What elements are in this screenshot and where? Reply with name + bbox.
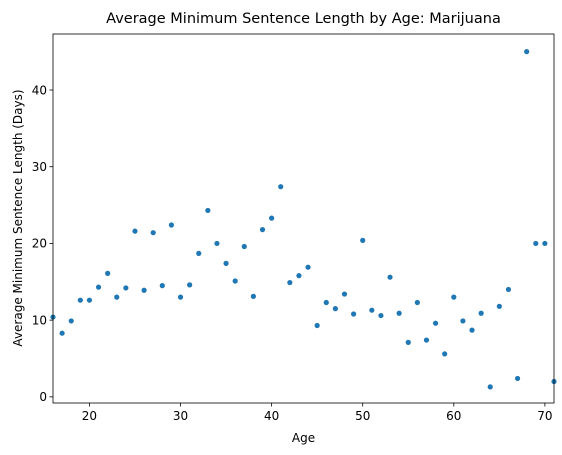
x-tick-label: 40 [264, 409, 279, 423]
data-point [123, 285, 129, 291]
x-tick-label: 60 [446, 409, 461, 423]
data-point [524, 49, 530, 55]
data-point [387, 274, 393, 280]
data-point [95, 284, 102, 290]
data-point [442, 351, 448, 357]
x-axis-label: Age [292, 431, 315, 445]
plot-frame [52, 33, 555, 404]
data-point [478, 310, 484, 316]
x-tick-label: 20 [82, 409, 97, 423]
x-tick-label: 50 [355, 409, 370, 423]
data-point [505, 286, 512, 293]
data-point [86, 297, 93, 303]
data-point [305, 264, 311, 270]
data-point [487, 384, 493, 390]
data-point [68, 318, 74, 324]
y-tick-label: 40 [32, 83, 47, 97]
chart-title: Average Minimum Sentence Length by Age: … [106, 11, 501, 27]
data-point [351, 311, 357, 317]
x-axis-ticks: 20 30 40 50 60 70 [82, 403, 553, 423]
y-axis-ticks: 0 10 20 30 40 [32, 83, 53, 404]
data-point [232, 278, 238, 284]
data-point [250, 293, 256, 299]
data-point [269, 215, 275, 221]
y-tick-label: 20 [32, 237, 47, 251]
data-point [451, 294, 457, 300]
data-point [314, 322, 320, 329]
data-point [341, 291, 348, 297]
y-tick-label: 0 [39, 390, 47, 404]
data-point [150, 230, 156, 236]
x-tick-label: 30 [173, 409, 188, 423]
data-point [177, 294, 184, 300]
y-tick-label: 10 [32, 313, 47, 327]
data-point [278, 184, 284, 190]
data-point [141, 287, 147, 293]
data-point [533, 240, 539, 247]
y-axis-label: Average Minimum Sentence Length (Days) [11, 89, 25, 346]
data-point [187, 282, 193, 288]
y-tick-label: 30 [32, 160, 47, 174]
data-point [214, 240, 220, 247]
data-point [369, 307, 375, 313]
data-point [223, 260, 229, 266]
data-point [460, 318, 466, 324]
data-point [287, 279, 293, 286]
data-point [378, 312, 384, 319]
data-point [360, 237, 366, 243]
data-point [469, 327, 475, 333]
data-point [241, 243, 247, 250]
data-point [432, 320, 439, 326]
data-point [77, 297, 83, 303]
data-point [405, 339, 411, 345]
x-tick-label: 70 [537, 409, 552, 423]
data-point [496, 303, 502, 309]
data-point [196, 250, 202, 257]
data-point [396, 310, 402, 316]
data-point [205, 207, 211, 214]
data-point [332, 306, 338, 312]
data-point [59, 330, 65, 336]
data-point [259, 227, 266, 233]
data-point [323, 299, 329, 306]
data-point [542, 240, 548, 247]
data-points [50, 49, 557, 390]
data-point [296, 273, 302, 279]
data-point [168, 222, 175, 228]
data-point [514, 375, 521, 382]
data-point [159, 283, 165, 289]
data-point [132, 228, 138, 234]
data-point [423, 337, 430, 343]
data-point [114, 294, 120, 300]
data-point [105, 270, 111, 276]
data-point [414, 299, 420, 306]
